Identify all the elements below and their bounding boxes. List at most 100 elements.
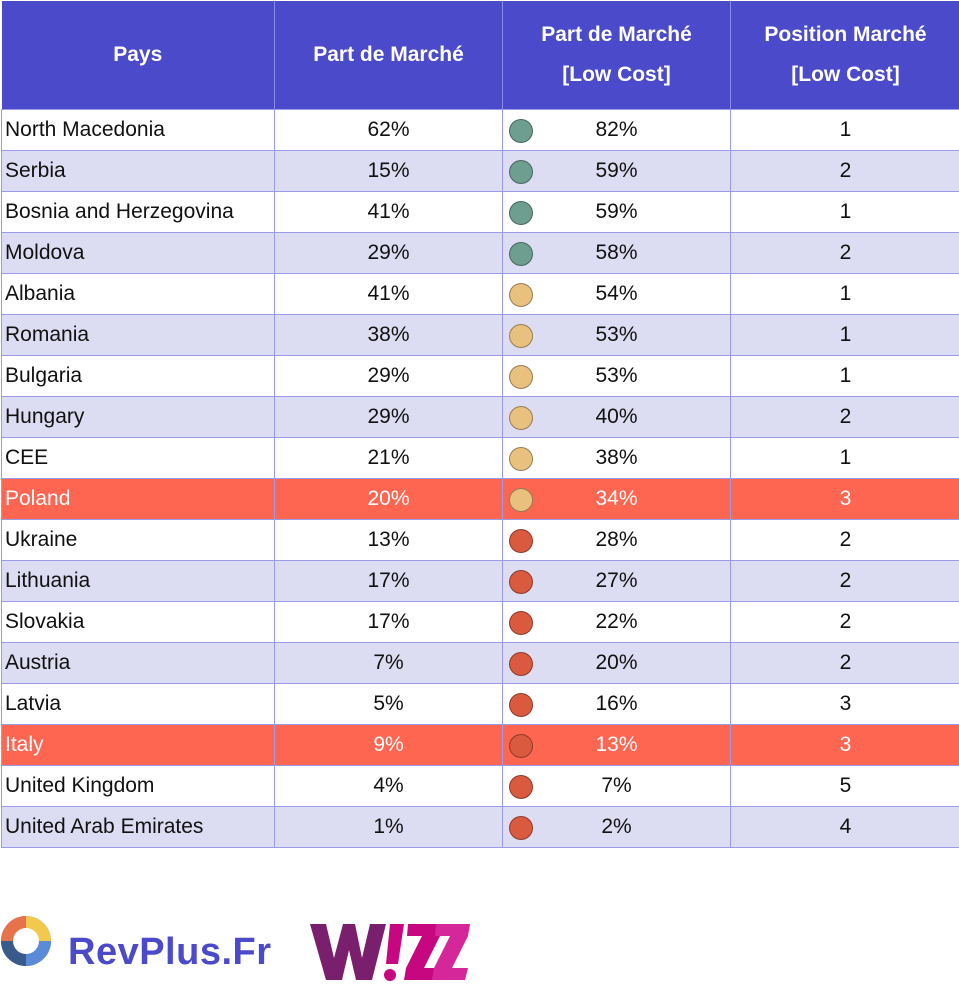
cell-country: Slovakia xyxy=(1,601,275,643)
status-indicator-dot-red xyxy=(509,775,533,799)
table-row: Moldova 29% 58% 2 xyxy=(1,232,959,274)
table-row: United Kingdom 4% 7% 5 xyxy=(1,765,959,807)
status-indicator-dot-yellow xyxy=(509,447,533,471)
header-part-de-marche-label: Part de Marché xyxy=(313,43,464,66)
table-row: United Arab Emirates 1% 2% 4 xyxy=(1,806,959,848)
cell-market-share: 20% xyxy=(274,478,503,520)
cell-market-share: 13% xyxy=(274,519,503,561)
cell-position: 1 xyxy=(730,273,959,315)
cell-country: Bosnia and Herzegovina xyxy=(1,191,275,233)
cell-low-cost-share: 59% xyxy=(502,150,731,192)
cell-country: Italy xyxy=(1,724,275,766)
cell-low-cost-share: 16% xyxy=(502,683,731,725)
cell-position: 1 xyxy=(730,109,959,151)
low-cost-share-value: 59% xyxy=(595,159,638,182)
cell-position: 4 xyxy=(730,806,959,848)
cell-low-cost-share: 7% xyxy=(502,765,731,807)
cell-position: 3 xyxy=(730,683,959,725)
cell-position: 1 xyxy=(730,314,959,356)
status-indicator-dot-yellow xyxy=(509,324,533,348)
cell-country: Latvia xyxy=(1,683,275,725)
cell-position: 3 xyxy=(730,478,959,520)
cell-low-cost-share: 13% xyxy=(502,724,731,766)
wizz-logo xyxy=(310,924,470,981)
cell-market-share: 15% xyxy=(274,150,503,192)
cell-low-cost-share: 20% xyxy=(502,642,731,684)
status-indicator-dot-red xyxy=(509,611,533,635)
cell-country: Bulgaria xyxy=(1,355,275,397)
low-cost-share-value: 34% xyxy=(595,487,638,510)
cell-low-cost-share: 22% xyxy=(502,601,731,643)
cell-low-cost-share: 38% xyxy=(502,437,731,479)
cell-market-share: 29% xyxy=(274,355,503,397)
low-cost-share-value: 40% xyxy=(595,405,638,428)
cell-country: Serbia xyxy=(1,150,275,192)
header-position-marche: Position Marché [Low Cost] xyxy=(730,1,959,110)
status-indicator-dot-yellow xyxy=(509,488,533,512)
cell-position: 2 xyxy=(730,519,959,561)
table-row: CEE 21% 38% 1 xyxy=(1,437,959,479)
cell-market-share: 17% xyxy=(274,601,503,643)
low-cost-share-value: 58% xyxy=(595,241,638,264)
cell-low-cost-share: 53% xyxy=(502,355,731,397)
status-indicator-dot-yellow xyxy=(509,365,533,389)
cell-position: 2 xyxy=(730,601,959,643)
cell-low-cost-share: 34% xyxy=(502,478,731,520)
cell-position: 5 xyxy=(730,765,959,807)
low-cost-share-value: 27% xyxy=(595,569,638,592)
status-indicator-dot-green xyxy=(509,242,533,266)
footer-logos: RevPlus.Fr xyxy=(0,900,959,1000)
cell-position: 2 xyxy=(730,642,959,684)
low-cost-share-value: 13% xyxy=(595,733,638,756)
revplus-logo-icon xyxy=(1,916,51,966)
cell-low-cost-share: 53% xyxy=(502,314,731,356)
cell-market-share: 62% xyxy=(274,109,503,151)
cell-market-share: 4% xyxy=(274,765,503,807)
cell-position: 2 xyxy=(730,560,959,602)
cell-low-cost-share: 2% xyxy=(502,806,731,848)
status-indicator-dot-red xyxy=(509,570,533,594)
cell-country: Poland xyxy=(1,478,275,520)
cell-low-cost-share: 40% xyxy=(502,396,731,438)
cell-low-cost-share: 59% xyxy=(502,191,731,233)
status-indicator-dot-green xyxy=(509,119,533,143)
status-indicator-dot-red xyxy=(509,529,533,553)
status-indicator-dot-green xyxy=(509,160,533,184)
table-row: Serbia 15% 59% 2 xyxy=(1,150,959,192)
cell-market-share: 29% xyxy=(274,232,503,274)
status-indicator-dot-red xyxy=(509,652,533,676)
cell-country: Moldova xyxy=(1,232,275,274)
cell-country: North Macedonia xyxy=(1,109,275,151)
cell-low-cost-share: 27% xyxy=(502,560,731,602)
low-cost-share-value: 82% xyxy=(595,118,638,141)
cell-low-cost-share: 54% xyxy=(502,273,731,315)
low-cost-share-value: 20% xyxy=(595,651,638,674)
status-indicator-dot-red xyxy=(509,693,533,717)
table-body: North Macedonia 62% 82% 1 Serbia 15% 59% 2 Bosni… xyxy=(1,109,959,848)
header-part-low-cost: Part de Marché [Low Cost] xyxy=(502,1,731,110)
status-indicator-dot-yellow xyxy=(509,283,533,307)
cell-market-share: 7% xyxy=(274,642,503,684)
table-row: Ukraine 13% 28% 2 xyxy=(1,519,959,561)
cell-low-cost-share: 28% xyxy=(502,519,731,561)
cell-market-share: 41% xyxy=(274,191,503,233)
table-row: Albania 41% 54% 1 xyxy=(1,273,959,315)
status-indicator-dot-green xyxy=(509,201,533,225)
cell-market-share: 21% xyxy=(274,437,503,479)
cell-low-cost-share: 58% xyxy=(502,232,731,274)
cell-position: 2 xyxy=(730,232,959,274)
cell-position: 1 xyxy=(730,355,959,397)
low-cost-share-value: 54% xyxy=(595,282,638,305)
table-row: Lithuania 17% 27% 2 xyxy=(1,560,959,602)
low-cost-share-value: 2% xyxy=(601,815,632,838)
cell-position: 3 xyxy=(730,724,959,766)
table-row: Bosnia and Herzegovina 41% 59% 1 xyxy=(1,191,959,233)
cell-low-cost-share: 82% xyxy=(502,109,731,151)
low-cost-share-value: 16% xyxy=(595,692,638,715)
status-indicator-dot-red xyxy=(509,734,533,758)
header-part-de-marche: Part de Marché xyxy=(274,1,503,110)
table-row: Latvia 5% 16% 3 xyxy=(1,683,959,725)
header-position-line2: [Low Cost] xyxy=(791,63,900,86)
header-pays-label: Pays xyxy=(113,43,163,66)
cell-position: 1 xyxy=(730,191,959,233)
